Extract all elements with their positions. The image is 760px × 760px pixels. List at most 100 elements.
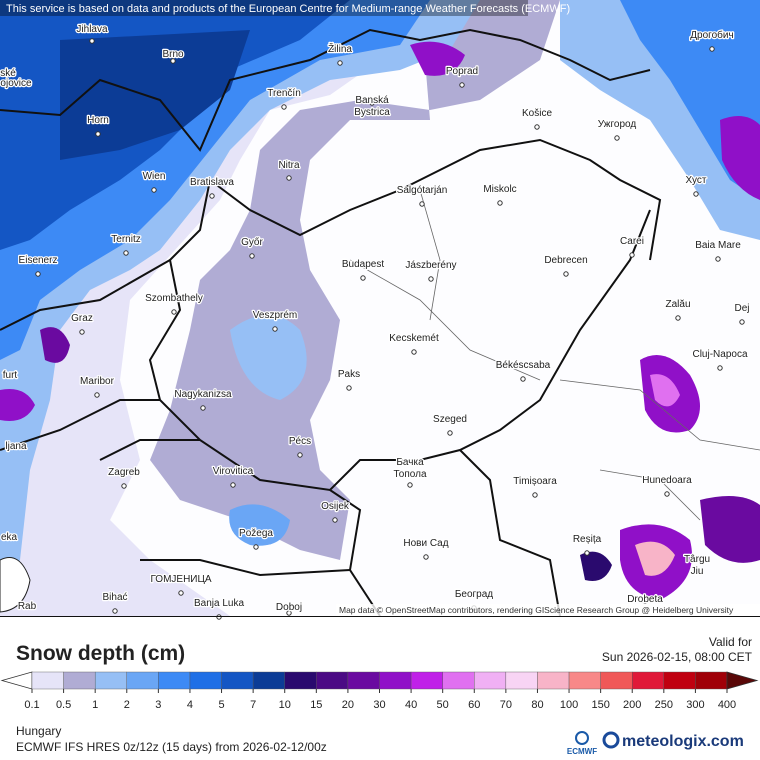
city-label: Szombathely [145,293,203,304]
colorbar-tick-label: 300 [686,699,704,711]
city-label: Virovitica [213,466,254,477]
colorbar-box [316,671,349,690]
city-dot [35,271,41,277]
city-label: Kecskemét [389,333,439,344]
city-dot [171,309,177,315]
city-label: Graz [71,313,93,324]
city-dot [123,250,129,256]
colorbar-tick-label: 20 [342,699,354,711]
colorbar-box [537,671,570,690]
city-dot [419,201,425,207]
city-dot [253,544,259,550]
colorbar-tick-label: 0.5 [56,699,71,711]
colorbar-arrow-low [0,671,33,690]
city-label: ljana [5,441,27,452]
colorbar-tick-label: 80 [531,699,543,711]
city-label: Bystrica [354,107,390,118]
city-dot [694,556,700,562]
city-label: ГОМЈЕНИЦА [150,574,211,585]
colorbar-box [158,671,191,690]
city-dot [675,315,681,321]
colorbar-tick-label: 3 [155,699,161,711]
city-label: furt [3,370,18,381]
colorbar-tick-label: 250 [655,699,673,711]
city-label: Osijek [321,501,350,512]
city-dot [423,554,429,560]
city-dot [281,104,287,110]
city-label: Nagykanizsa [174,389,232,400]
city-label: Дрогобич [690,29,733,41]
city-label: Jászberény [405,260,456,271]
city-dot [709,46,715,52]
region-borders [349,189,760,521]
city-label: Paks [338,369,360,380]
city-dot [629,252,635,258]
city-dot [95,131,101,137]
city-dot [272,326,278,332]
city-dot [286,610,292,616]
city-dot [693,191,699,197]
colorbar-box [284,671,317,690]
ecmwf-logo: ECMWF [567,747,597,756]
city-label: Хуст [686,175,707,186]
city-label: Veszprém [253,310,297,321]
city-label: Győr [241,237,263,248]
city-dot [89,38,95,44]
banner-bg [0,0,528,16]
city-dot [369,100,375,106]
city-dot [209,193,215,199]
city-dot [112,608,118,614]
banner-text: This service is based on data and produc… [6,3,570,15]
city-label: Žilina [328,42,352,55]
colorbar-box [126,671,159,690]
city-dot [230,482,236,488]
city-label: Cluj-Napoca [692,349,747,360]
colorbar-box [221,671,254,690]
colorbar-tick-label: 60 [468,699,480,711]
city-dot [614,135,620,141]
city-label: Maribor [80,376,115,387]
ecmwf-icon [575,731,589,745]
brand-icon [602,731,620,749]
city-dot [332,517,338,523]
city-dot [297,452,303,458]
city-label: Banja Luka [194,598,244,609]
colorbar-box [442,671,475,690]
city-dot [200,405,206,411]
city-label: Doboj [276,602,302,613]
colorbar: 0.1 0.5 1 2 3 4 5 7 10 15 20 30 40 50 60 70 80 100 150 200 2… [0,671,759,711]
colorbar-tick-label: 4 [187,699,193,711]
colorbar-tick-label: 2 [124,699,130,711]
city-label: Pécs [289,436,311,447]
city-dot [739,319,745,325]
city-label: Brno [162,49,184,60]
city-dot [459,82,465,88]
city-dot [584,550,590,556]
city-dot [407,482,413,488]
city-label: Jihlava [76,24,108,35]
colorbar-box [505,671,538,690]
city-label: Miskolc [483,184,516,195]
city-dot [79,329,85,335]
city-label: Drobeta [627,594,663,605]
city-label: Košice [522,108,552,119]
city-label: Debrecen [544,255,587,266]
city-dot [664,491,670,497]
city-dot [337,60,343,66]
colorbar-box [568,671,601,690]
brand[interactable]: meteologix.com [622,733,744,750]
colorbar-tick-label: 10 [279,699,291,711]
city-label: ské [0,68,16,79]
city-label: Wien [143,171,166,182]
city-label: ojovice [0,78,32,89]
colorbar-box [632,671,665,690]
valid-label: Valid for [709,635,752,649]
city-label: Timișoara [513,476,557,487]
city-dot [534,124,540,130]
city-label: Београд [455,589,493,600]
colorbar-tick-label: 200 [623,699,641,711]
colorbar-tick-label: 5 [218,699,224,711]
city-label: Jiu [691,566,704,577]
city-dot [121,483,127,489]
